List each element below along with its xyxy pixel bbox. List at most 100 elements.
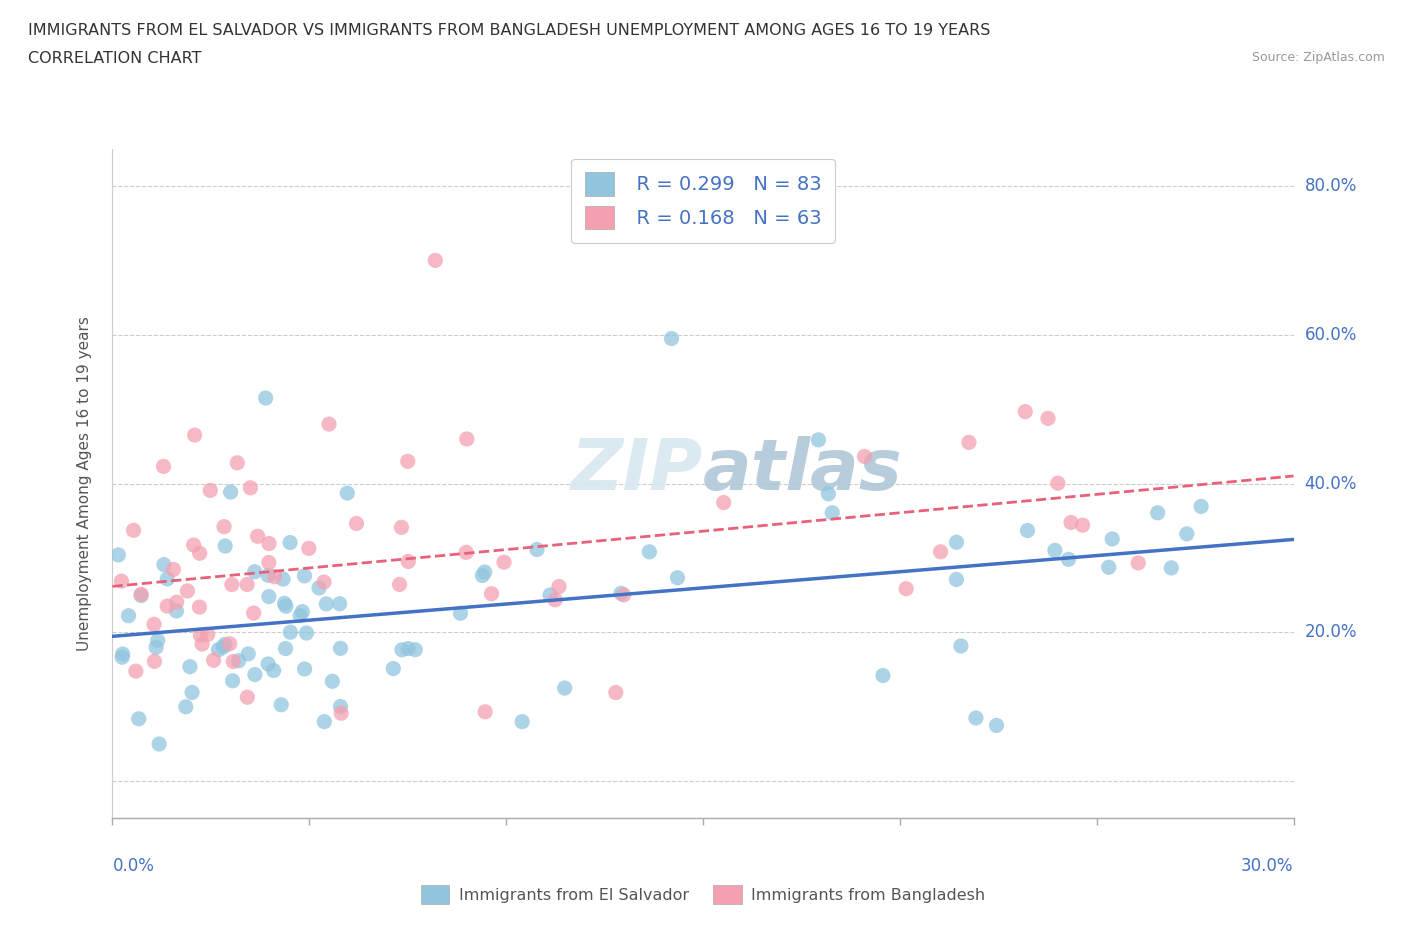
Point — [222, 654, 245, 669]
Point — [965, 711, 987, 725]
Point — [382, 661, 405, 676]
Point — [236, 577, 259, 591]
Point — [336, 485, 359, 500]
Point — [238, 646, 260, 661]
Point — [329, 596, 352, 611]
Point — [526, 542, 548, 557]
Point — [174, 699, 197, 714]
Point — [329, 699, 352, 714]
Point — [294, 568, 316, 583]
Point — [214, 538, 236, 553]
Point — [143, 654, 166, 669]
Point — [986, 718, 1008, 733]
Point — [853, 449, 876, 464]
Point — [949, 639, 972, 654]
Point — [346, 516, 368, 531]
Point — [176, 583, 198, 598]
Point — [236, 690, 259, 705]
Point — [274, 641, 297, 656]
Point — [129, 587, 152, 602]
Point — [1071, 518, 1094, 533]
Text: 40.0%: 40.0% — [1305, 474, 1357, 493]
Point — [298, 541, 321, 556]
Point — [143, 617, 166, 631]
Point — [239, 481, 262, 496]
Point — [278, 535, 301, 550]
Point — [153, 557, 176, 572]
Point — [263, 569, 285, 584]
Point — [308, 580, 330, 595]
Point — [246, 529, 269, 544]
Point — [129, 588, 152, 603]
Point — [111, 646, 134, 661]
Point — [329, 641, 352, 656]
Text: 0.0%: 0.0% — [112, 857, 155, 875]
Point — [257, 657, 280, 671]
Point — [200, 483, 222, 498]
Point — [188, 628, 211, 643]
Point — [1146, 505, 1168, 520]
Point — [219, 485, 242, 499]
Point — [273, 596, 295, 611]
Point — [474, 565, 496, 579]
Point — [218, 636, 240, 651]
Point — [1160, 561, 1182, 576]
Point — [1128, 555, 1150, 570]
Text: 80.0%: 80.0% — [1305, 177, 1357, 195]
Point — [474, 704, 496, 719]
Point — [156, 572, 179, 587]
Point — [263, 663, 285, 678]
Point — [181, 685, 204, 700]
Point — [156, 599, 179, 614]
Point — [125, 664, 148, 679]
Point — [638, 544, 661, 559]
Point — [396, 454, 419, 469]
Point — [554, 681, 576, 696]
Point — [183, 538, 205, 552]
Point — [807, 432, 830, 447]
Point — [274, 599, 297, 614]
Point — [110, 574, 132, 589]
Point — [1189, 499, 1212, 514]
Point — [544, 592, 567, 607]
Point — [1046, 476, 1069, 491]
Point — [1101, 531, 1123, 546]
Point — [481, 586, 503, 601]
Point — [492, 555, 515, 570]
Point — [242, 605, 264, 620]
Point — [107, 548, 129, 563]
Point — [388, 577, 411, 591]
Point — [257, 555, 280, 570]
Point — [257, 536, 280, 551]
Point — [162, 562, 184, 577]
Text: IMMIGRANTS FROM EL SALVADOR VS IMMIGRANTS FROM BANGLADESH UNEMPLOYMENT AMONG AGE: IMMIGRANTS FROM EL SALVADOR VS IMMIGRANT… — [28, 23, 990, 38]
Point — [295, 626, 318, 641]
Point — [166, 604, 188, 618]
Point — [152, 459, 174, 474]
Point — [183, 428, 205, 443]
Point — [257, 590, 280, 604]
Point — [713, 495, 735, 510]
Point — [661, 331, 683, 346]
Point — [1057, 551, 1080, 566]
Point — [257, 568, 280, 583]
Point — [243, 565, 266, 579]
Point — [1017, 523, 1039, 538]
Point — [538, 588, 561, 603]
Text: Source: ZipAtlas.com: Source: ZipAtlas.com — [1251, 51, 1385, 64]
Point — [212, 640, 235, 655]
Point — [312, 575, 335, 590]
Point — [188, 600, 211, 615]
Point — [1014, 405, 1036, 419]
Point — [456, 432, 478, 446]
Point — [221, 578, 243, 592]
Point — [321, 674, 343, 689]
Point — [945, 572, 967, 587]
Text: 30.0%: 30.0% — [1241, 857, 1294, 875]
Point — [425, 253, 447, 268]
Point — [1060, 515, 1083, 530]
Point — [389, 520, 412, 535]
Point — [945, 535, 967, 550]
Point — [318, 417, 340, 432]
Text: 20.0%: 20.0% — [1305, 623, 1357, 642]
